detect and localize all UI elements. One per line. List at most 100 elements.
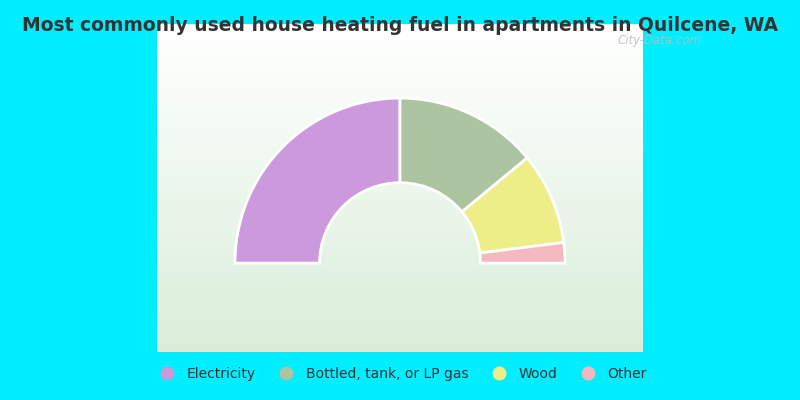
- Bar: [157, 76, 643, 79]
- Bar: [157, 95, 643, 98]
- Bar: [157, 79, 643, 81]
- Bar: [157, 60, 643, 62]
- Bar: [157, 152, 643, 155]
- Bar: [157, 204, 643, 207]
- Bar: [157, 169, 643, 172]
- Bar: [157, 109, 643, 112]
- Bar: [157, 322, 643, 325]
- Bar: [157, 336, 643, 338]
- Bar: [157, 98, 643, 100]
- Bar: [157, 130, 643, 133]
- Bar: [157, 27, 643, 30]
- Bar: [157, 338, 643, 341]
- Bar: [157, 158, 643, 161]
- Bar: [157, 262, 643, 264]
- Bar: [157, 35, 643, 38]
- Bar: [157, 70, 643, 73]
- Bar: [157, 284, 643, 286]
- Bar: [157, 150, 643, 152]
- Bar: [157, 144, 643, 147]
- Bar: [157, 289, 643, 292]
- Bar: [157, 24, 643, 27]
- Bar: [157, 319, 643, 322]
- Bar: [157, 210, 643, 213]
- Bar: [157, 125, 643, 128]
- Bar: [157, 229, 643, 232]
- Bar: [157, 202, 643, 204]
- Bar: [157, 185, 643, 188]
- Text: Most commonly used house heating fuel in apartments in Quilcene, WA: Most commonly used house heating fuel in…: [22, 16, 778, 35]
- Bar: [157, 199, 643, 202]
- Bar: [157, 182, 643, 185]
- Bar: [157, 46, 643, 49]
- Bar: [157, 114, 643, 117]
- Bar: [157, 276, 643, 278]
- Bar: [157, 327, 643, 330]
- Bar: [157, 316, 643, 319]
- Bar: [157, 311, 643, 314]
- Legend: Electricity, Bottled, tank, or LP gas, Wood, Other: Electricity, Bottled, tank, or LP gas, W…: [148, 362, 652, 386]
- Bar: [157, 117, 643, 120]
- Bar: [157, 90, 643, 92]
- Bar: [157, 155, 643, 158]
- Bar: [157, 218, 643, 221]
- Bar: [157, 122, 643, 125]
- Wedge shape: [400, 98, 527, 212]
- Bar: [157, 103, 643, 106]
- Bar: [157, 346, 643, 349]
- Text: City-Data.com: City-Data.com: [618, 34, 702, 47]
- Bar: [157, 51, 643, 54]
- Bar: [157, 303, 643, 306]
- Bar: [157, 54, 643, 57]
- Wedge shape: [480, 242, 565, 263]
- Bar: [157, 251, 643, 254]
- Bar: [157, 294, 643, 297]
- Bar: [157, 196, 643, 199]
- Bar: [157, 133, 643, 136]
- Bar: [157, 81, 643, 84]
- Bar: [157, 344, 643, 346]
- Bar: [157, 207, 643, 210]
- Bar: [157, 333, 643, 336]
- Bar: [157, 248, 643, 251]
- Wedge shape: [462, 158, 564, 253]
- Bar: [157, 264, 643, 267]
- Bar: [157, 120, 643, 122]
- Bar: [157, 38, 643, 40]
- Bar: [157, 237, 643, 240]
- Bar: [157, 234, 643, 237]
- Bar: [157, 163, 643, 166]
- Bar: [157, 240, 643, 243]
- Bar: [157, 213, 643, 215]
- Bar: [157, 172, 643, 174]
- Bar: [157, 226, 643, 229]
- Bar: [157, 84, 643, 87]
- Bar: [157, 30, 643, 32]
- Bar: [157, 308, 643, 311]
- Bar: [157, 112, 643, 114]
- Bar: [157, 177, 643, 180]
- Bar: [157, 232, 643, 234]
- Bar: [157, 194, 643, 196]
- Bar: [157, 349, 643, 352]
- Bar: [157, 254, 643, 256]
- Bar: [157, 270, 643, 273]
- Bar: [157, 259, 643, 262]
- Bar: [157, 314, 643, 316]
- Bar: [157, 215, 643, 218]
- Bar: [157, 191, 643, 194]
- Bar: [157, 161, 643, 163]
- Bar: [157, 62, 643, 65]
- Bar: [157, 166, 643, 169]
- Bar: [157, 57, 643, 60]
- Bar: [157, 32, 643, 35]
- Bar: [157, 325, 643, 327]
- Bar: [157, 224, 643, 226]
- Bar: [157, 87, 643, 90]
- Bar: [157, 147, 643, 150]
- Bar: [157, 330, 643, 333]
- Bar: [157, 221, 643, 224]
- Bar: [157, 278, 643, 281]
- Bar: [157, 68, 643, 70]
- Bar: [157, 73, 643, 76]
